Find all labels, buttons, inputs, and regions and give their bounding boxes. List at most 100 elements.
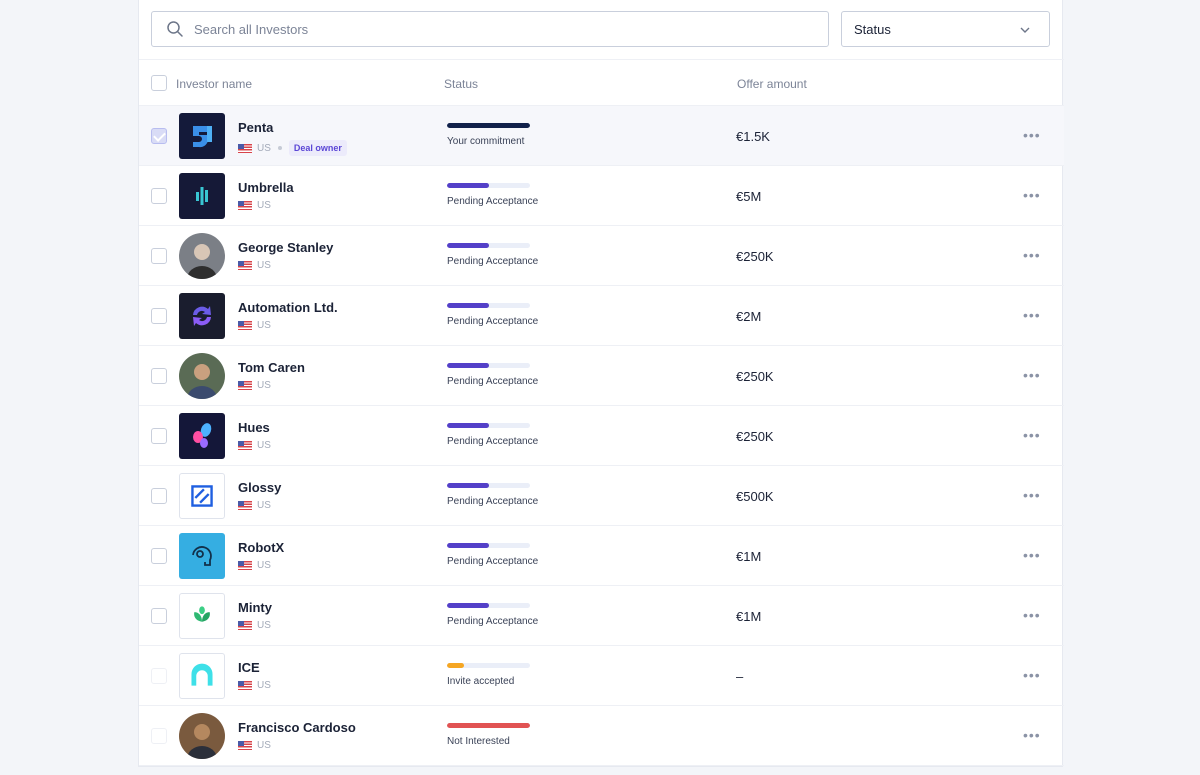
table-row[interactable]: Francisco Cardoso US Not Interested •••: [139, 706, 1064, 766]
row-checkbox[interactable]: [151, 488, 167, 504]
row-checkbox[interactable]: [151, 668, 167, 684]
investor-meta: US: [238, 380, 271, 391]
table-row[interactable]: Hues US Pending Acceptance €250K •••: [139, 406, 1064, 466]
search-input[interactable]: [194, 21, 794, 37]
us-flag-icon: [238, 321, 252, 330]
table-row[interactable]: Glossy US Pending Acceptance €500K •••: [139, 466, 1064, 526]
status-progress-bar: [447, 663, 530, 668]
row-checkbox[interactable]: [151, 128, 167, 144]
table-row[interactable]: Minty US Pending Acceptance €1M •••: [139, 586, 1064, 646]
us-flag-icon: [238, 621, 252, 630]
search-box[interactable]: [151, 11, 829, 47]
investor-name[interactable]: RobotX: [238, 540, 285, 555]
investor-name[interactable]: Minty: [238, 600, 272, 615]
row-checkbox[interactable]: [151, 188, 167, 204]
offer-amount: –: [736, 669, 744, 684]
table-row[interactable]: George Stanley US Pending Acceptance €250K •…: [139, 226, 1064, 286]
select-all-checkbox[interactable]: [151, 75, 167, 91]
investor-name[interactable]: Glossy: [238, 480, 282, 495]
status-label: Pending Acceptance: [447, 316, 539, 327]
more-actions-icon[interactable]: •••: [1023, 367, 1041, 383]
status-filter-select[interactable]: Status: [841, 11, 1050, 47]
investor-name[interactable]: Francisco Cardoso: [238, 720, 356, 735]
status-progress-fill: [447, 123, 530, 128]
investor-name[interactable]: Hues: [238, 420, 270, 435]
more-actions-icon[interactable]: •••: [1023, 667, 1041, 683]
column-header-offer[interactable]: Offer amount: [737, 77, 807, 91]
status-progress-bar: [447, 723, 530, 728]
investor-meta: US: [238, 320, 271, 331]
search-icon: [166, 20, 184, 38]
status-progress-fill: [447, 243, 489, 248]
minty-logo: [179, 593, 225, 639]
us-flag-icon: [238, 201, 252, 210]
investor-country: US: [257, 200, 271, 211]
investor-name[interactable]: Umbrella: [238, 180, 294, 195]
investor-meta: US: [238, 620, 271, 631]
more-actions-icon[interactable]: •••: [1023, 547, 1041, 563]
more-actions-icon[interactable]: •••: [1023, 427, 1041, 443]
column-header-name[interactable]: Investor name: [176, 77, 253, 91]
status-label: Pending Acceptance: [447, 556, 539, 567]
offer-amount: €500K: [736, 489, 774, 504]
row-checkbox[interactable]: [151, 308, 167, 324]
investor-name[interactable]: Tom Caren: [238, 360, 305, 375]
separator-dot: [277, 146, 282, 150]
row-checkbox[interactable]: [151, 248, 167, 264]
table-row[interactable]: ICE US Invite accepted – •••: [139, 646, 1064, 706]
table-row[interactable]: Tom Caren US Pending Acceptance €250K •••: [139, 346, 1064, 406]
row-checkbox[interactable]: [151, 368, 167, 384]
status-label: Your commitment: [447, 136, 525, 147]
offer-amount: €250K: [736, 249, 774, 264]
investor-country: US: [257, 740, 271, 751]
table-row[interactable]: Umbrella US Pending Acceptance €5M •••: [139, 166, 1064, 226]
more-actions-icon[interactable]: •••: [1023, 607, 1041, 623]
umbrella-logo: [179, 173, 225, 219]
investor-meta: US: [238, 560, 271, 571]
us-flag-icon: [238, 501, 252, 510]
investor-name[interactable]: Automation Ltd.: [238, 300, 338, 315]
more-actions-icon[interactable]: •••: [1023, 307, 1041, 323]
status-progress-fill: [447, 483, 489, 488]
offer-amount: €1M: [736, 549, 762, 564]
status-progress-bar: [447, 423, 530, 428]
status-progress-fill: [447, 543, 489, 548]
investor-list: Penta US Deal owner Your commitment €1.5K •••…: [139, 106, 1064, 766]
row-checkbox[interactable]: [151, 428, 167, 444]
more-actions-icon[interactable]: •••: [1023, 727, 1041, 743]
status-progress-fill: [447, 663, 464, 668]
automation-logo: [179, 293, 225, 339]
us-flag-icon: [238, 561, 252, 570]
status-progress-fill: [447, 303, 489, 308]
table-row[interactable]: Penta US Deal owner Your commitment €1.5K •••: [139, 106, 1064, 166]
more-actions-icon[interactable]: •••: [1023, 127, 1041, 143]
row-checkbox[interactable]: [151, 728, 167, 744]
status-progress-bar: [447, 183, 530, 188]
status-label: Pending Acceptance: [447, 196, 539, 207]
more-actions-icon[interactable]: •••: [1023, 487, 1041, 503]
table-row[interactable]: Automation Ltd. US Pending Acceptance €2M ••…: [139, 286, 1064, 346]
column-header-status[interactable]: Status: [444, 77, 479, 91]
investor-name[interactable]: George Stanley: [238, 240, 334, 255]
offer-amount: €250K: [736, 369, 774, 384]
status-progress-fill: [447, 603, 489, 608]
robotx-logo: [179, 533, 225, 579]
more-actions-icon[interactable]: •••: [1023, 187, 1041, 203]
status-progress-bar: [447, 483, 530, 488]
us-flag-icon: [238, 143, 252, 153]
more-actions-icon[interactable]: •••: [1023, 247, 1041, 263]
row-checkbox[interactable]: [151, 548, 167, 564]
chevron-down-icon: [1019, 22, 1031, 37]
table-row[interactable]: RobotX US Pending Acceptance €1M •••: [139, 526, 1064, 586]
table-header: Investor name Status Offer amount: [139, 60, 1064, 106]
investor-name[interactable]: ICE: [238, 660, 260, 675]
row-checkbox[interactable]: [151, 608, 167, 624]
status-label: Pending Acceptance: [447, 496, 539, 507]
investor-meta: US: [238, 500, 271, 511]
investor-meta: US Deal owner: [238, 140, 347, 156]
offer-amount: €5M: [736, 189, 762, 204]
status-label: Pending Acceptance: [447, 256, 539, 267]
status-filter-label: Status: [854, 21, 891, 37]
investor-country: US: [257, 320, 271, 331]
investor-name[interactable]: Penta: [238, 120, 274, 135]
